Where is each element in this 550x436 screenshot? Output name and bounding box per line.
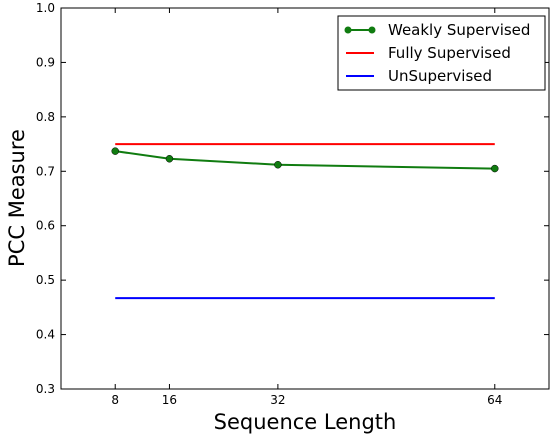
series-layer — [111, 143, 499, 300]
y-tick-label: 0.6 — [36, 219, 55, 233]
y-axis-title: PCC Measure — [5, 129, 29, 267]
y-tick-label: 0.4 — [36, 328, 55, 342]
x-tick-label: 32 — [270, 393, 285, 407]
x-tick-label: 8 — [111, 393, 119, 407]
legend-marker — [368, 26, 376, 34]
data-point-weakly-supervised — [165, 155, 174, 163]
x-tick-label: 16 — [162, 393, 177, 407]
x-axis-title: Sequence Length — [214, 410, 397, 434]
legend-marker — [344, 26, 352, 34]
y-tick-label: 0.7 — [36, 164, 55, 178]
data-point-weakly-supervised — [111, 147, 119, 155]
y-tick-label: 1.0 — [36, 1, 55, 15]
legend-label-fully-supervised: Fully Supervised — [388, 44, 511, 62]
data-point-weakly-supervised — [491, 164, 499, 173]
data-point-weakly-supervised — [274, 161, 282, 169]
y-tick-label: 0.9 — [36, 55, 55, 69]
x-tick-label: 64 — [487, 393, 502, 407]
legend: Weakly Supervised Fully Supervised UnSuper… — [337, 15, 546, 91]
series-line-weakly-supervised — [115, 150, 495, 170]
y-tick-label: 0.3 — [36, 382, 55, 396]
legend-label-unsupervised: UnSupervised — [388, 67, 492, 85]
y-tick-label: 0.8 — [36, 110, 55, 124]
tick-layer: 8 16 32 64 0.3 0.4 0.5 0.6 0.7 0.8 0.9 1.0 — [36, 1, 549, 407]
y-tick-label: 0.5 — [36, 273, 55, 287]
legend-label-weakly-supervised: Weakly Supervised — [388, 21, 530, 39]
